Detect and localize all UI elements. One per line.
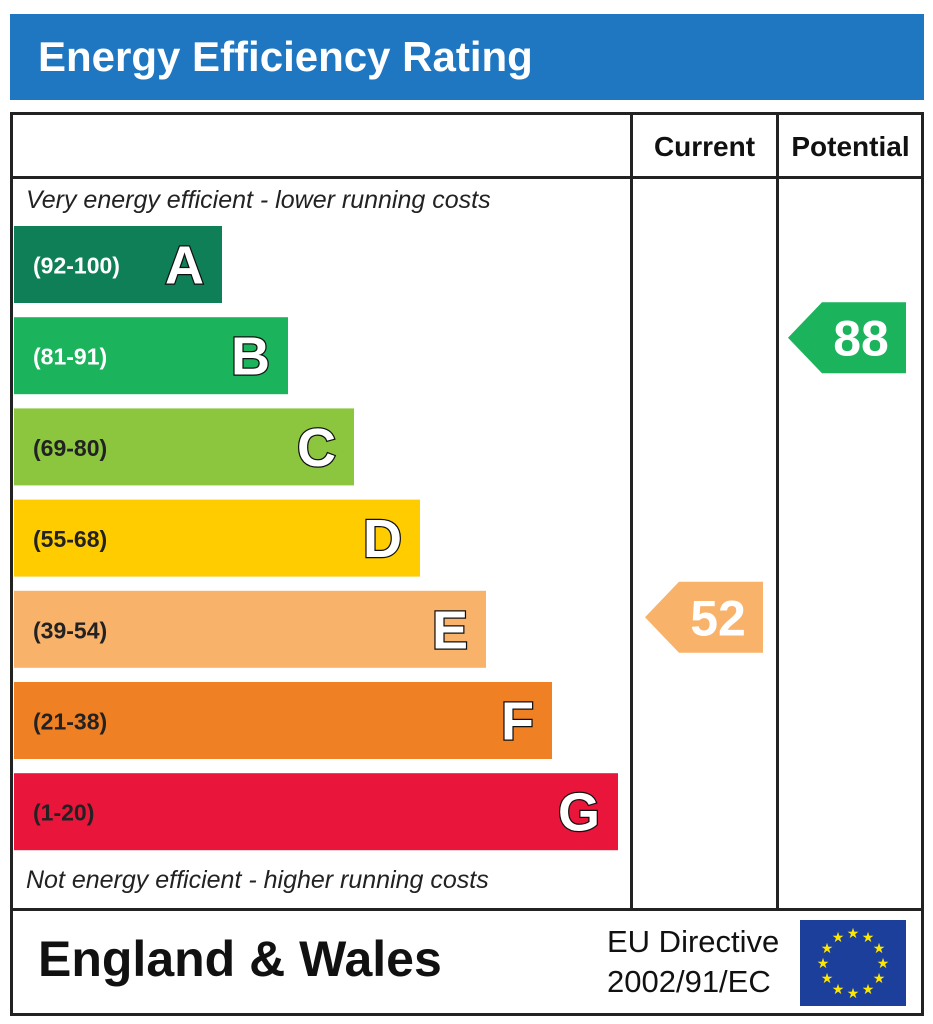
band-bar xyxy=(14,226,222,303)
chart-title: Energy Efficiency Rating xyxy=(10,14,924,100)
band-d: (55-68) D xyxy=(14,499,420,577)
band-bar xyxy=(14,682,552,759)
current-rating-arrow-value: 52 xyxy=(690,590,746,646)
band-range-label: (81-91) xyxy=(33,344,107,370)
current-column-divider xyxy=(630,112,633,910)
band-a: (92-100) A xyxy=(14,226,222,303)
band-range-label: (1-20) xyxy=(33,800,94,826)
top-caption: Very energy efficient - lower running co… xyxy=(26,186,491,214)
header-divider xyxy=(10,176,924,179)
band-bar xyxy=(14,499,420,577)
star-icon: ★ xyxy=(832,929,845,945)
directive-line1: EU Directive xyxy=(607,924,780,959)
band-range-label: (21-38) xyxy=(33,709,107,735)
band-c: (69-80) C xyxy=(14,408,354,486)
band-range-label: (69-80) xyxy=(33,435,107,461)
star-icon: ★ xyxy=(847,925,860,941)
potential-rating-arrow-shape xyxy=(788,302,906,374)
potential-rating-arrow-value: 88 xyxy=(833,311,889,367)
band-bar xyxy=(14,773,618,851)
star-icon: ★ xyxy=(821,970,834,986)
star-icon: ★ xyxy=(821,940,834,956)
band-letter: D xyxy=(363,509,402,569)
band-letter: F xyxy=(501,692,534,752)
potential-column-header: Potential xyxy=(791,131,910,162)
directive-line2: 2002/91/EC xyxy=(607,964,771,999)
band-bar xyxy=(14,408,354,486)
star-icon: ★ xyxy=(862,929,875,945)
band-letter: E xyxy=(432,600,468,660)
band-range-label: (55-68) xyxy=(33,526,107,552)
star-icon: ★ xyxy=(817,955,830,971)
band-range-label: (92-100) xyxy=(33,253,120,279)
band-b: (81-91) B xyxy=(14,317,288,395)
current-rating-arrow-shape xyxy=(645,581,763,653)
star-icon: ★ xyxy=(832,981,845,997)
bottom-caption: Not energy efficient - higher running co… xyxy=(26,866,489,894)
current-rating-arrow: 52 xyxy=(645,581,763,653)
band-e: (39-54) E xyxy=(14,590,486,668)
band-f: (21-38) F xyxy=(14,682,552,759)
footer-divider xyxy=(10,908,924,911)
band-bar xyxy=(14,590,486,668)
potential-column-divider xyxy=(776,112,779,910)
directive-label: EU Directive 2002/91/EC xyxy=(607,922,779,1002)
band-letter: G xyxy=(558,783,600,843)
star-icon: ★ xyxy=(847,985,860,1001)
potential-rating-arrow: 88 xyxy=(788,302,906,374)
rating-frame xyxy=(10,112,924,1016)
band-letter: A xyxy=(165,236,204,296)
star-icon: ★ xyxy=(862,981,875,997)
current-column-header: Current xyxy=(653,131,756,162)
band-range-label: (39-54) xyxy=(33,617,107,643)
band-g: (1-20) G xyxy=(14,773,618,851)
star-icon: ★ xyxy=(873,940,886,956)
band-letter: B xyxy=(231,327,270,387)
band-bar xyxy=(14,317,288,395)
star-icon: ★ xyxy=(877,955,890,971)
region-label: England & Wales xyxy=(38,931,442,987)
star-icon: ★ xyxy=(873,970,886,986)
band-letter: C xyxy=(297,418,336,478)
eu-flag-icon: ★ ★ ★ ★ ★ ★ ★ ★ ★ ★ ★ ★ xyxy=(800,920,906,1006)
